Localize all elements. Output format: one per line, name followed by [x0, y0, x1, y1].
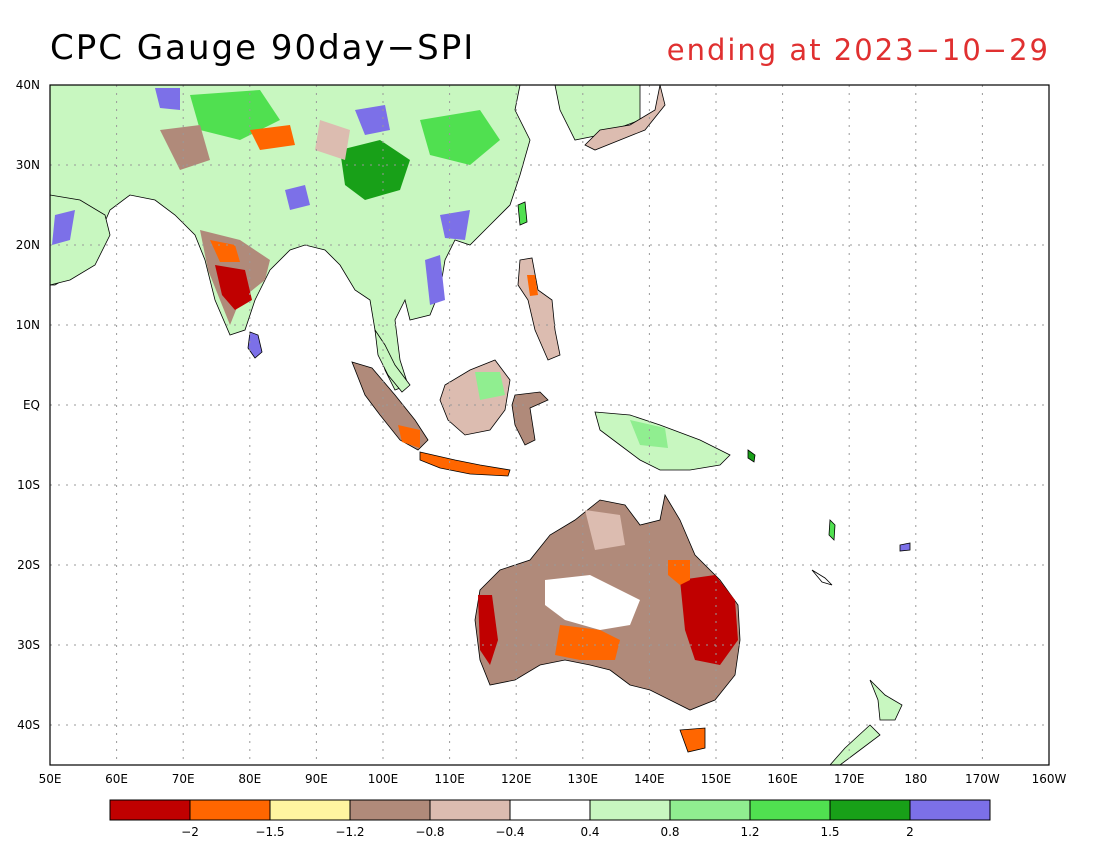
solomon-islands	[747, 449, 756, 463]
lon-label: 160W	[1032, 772, 1067, 786]
lat-label: 20S	[17, 558, 40, 572]
lat-label: 30S	[17, 638, 40, 652]
australia-sw-severe	[478, 595, 498, 665]
asia-dry-3	[315, 120, 350, 160]
india-moderate-dry	[210, 240, 240, 262]
colorbar-swatch	[909, 799, 991, 821]
sumatra-dry	[398, 425, 420, 448]
colorbar-label: 0.4	[580, 825, 599, 839]
lat-label: EQ	[23, 398, 40, 412]
lon-label: 60E	[105, 772, 128, 786]
map-title: CPC Gauge 90day−SPI	[50, 28, 476, 68]
new-guinea-wet	[630, 420, 668, 448]
color-legend: −2 −1.5 −1.2 −0.8 −0.4 0.4 0.8 1.2 1.5 2	[109, 799, 991, 839]
asia-wet-8	[155, 88, 180, 110]
lat-label: 40N	[16, 78, 40, 92]
australia-white-interior	[545, 575, 640, 630]
new-zealand-north	[869, 679, 903, 721]
colorbar-label: 0.8	[660, 825, 679, 839]
new-zealand-south	[829, 724, 881, 765]
longitude-labels: 50E 60E 70E 80E 90E 100E 110E 120E 130E 140E 150E 1…	[39, 772, 1067, 786]
asia-wet-6	[440, 210, 470, 240]
tasmania	[679, 727, 706, 753]
colorbar-label: −2	[181, 825, 199, 839]
asia-wet-7	[190, 90, 280, 140]
vanuatu	[828, 519, 836, 541]
new-caledonia	[811, 569, 833, 586]
colorbar-swatch	[109, 799, 191, 821]
australia-south-moderate	[555, 625, 620, 660]
colorbar-label: −1.2	[335, 825, 364, 839]
fiji	[899, 542, 911, 552]
australia-east-moderate	[668, 560, 690, 585]
asia-wet-1	[340, 140, 410, 200]
lat-label: 10S	[17, 478, 40, 492]
colorbar-label: 1.5	[820, 825, 839, 839]
colorbar-label: 2	[906, 825, 914, 839]
lat-label: 20N	[16, 238, 40, 252]
lon-label: 110E	[434, 772, 465, 786]
lon-label: 50E	[39, 772, 62, 786]
lat-label: 10N	[16, 318, 40, 332]
asia-wet-5	[425, 255, 445, 305]
colorbar-swatch	[669, 799, 751, 821]
philippines-dry	[527, 275, 538, 296]
lon-label: 170W	[965, 772, 1000, 786]
colorbar-swatch	[749, 799, 831, 821]
lon-label: 100E	[368, 772, 399, 786]
india-severe-dry	[215, 265, 252, 310]
lon-label: 80E	[238, 772, 261, 786]
java	[419, 451, 511, 477]
lon-label: 70E	[172, 772, 195, 786]
lon-label: 170E	[834, 772, 865, 786]
colorbar-swatch	[509, 799, 591, 821]
colorbar-label: −0.8	[415, 825, 444, 839]
arabia-wet	[52, 210, 75, 245]
lon-label: 140E	[634, 772, 665, 786]
lat-label: 40S	[17, 718, 40, 732]
colorbar-swatch	[829, 799, 911, 821]
australia-east-severe	[680, 575, 738, 665]
lon-label: 90E	[305, 772, 328, 786]
lon-label: 180	[904, 772, 927, 786]
colorbar-swatch	[189, 799, 271, 821]
map-frame	[49, 84, 1050, 766]
lat-label: 30N	[16, 158, 40, 172]
latitude-labels: 40N 30N 20N 10N EQ 10S 20S 30S 40S	[16, 78, 40, 732]
colorbar-label: 1.2	[740, 825, 759, 839]
sri-lanka	[247, 331, 263, 359]
australia-north-dry	[585, 510, 625, 550]
taiwan	[517, 201, 528, 226]
malay-peninsula	[374, 329, 411, 393]
colorbar-swatch	[349, 799, 431, 821]
colorbar-swatch	[269, 799, 351, 821]
lon-label: 160E	[767, 772, 798, 786]
asia-wet-4	[285, 185, 310, 210]
colorbar-label: −1.5	[255, 825, 284, 839]
lon-label: 120E	[501, 772, 532, 786]
asia-wet-3	[420, 110, 500, 165]
colorbar-swatch	[429, 799, 511, 821]
sulawesi	[511, 391, 549, 446]
map-gridlines	[50, 85, 1049, 765]
lon-label: 130E	[568, 772, 599, 786]
asia-wet-2	[355, 105, 390, 135]
map-fields	[50, 85, 911, 765]
borneo-wet	[475, 372, 505, 400]
asia-dry-2	[250, 125, 295, 150]
japan	[584, 85, 666, 151]
map-subtitle: ending at 2023−10−29	[666, 33, 1050, 67]
asia-dry-1	[160, 125, 210, 170]
lon-label: 150E	[701, 772, 732, 786]
colorbar-swatch	[589, 799, 671, 821]
colorbar-label: −0.4	[495, 825, 524, 839]
